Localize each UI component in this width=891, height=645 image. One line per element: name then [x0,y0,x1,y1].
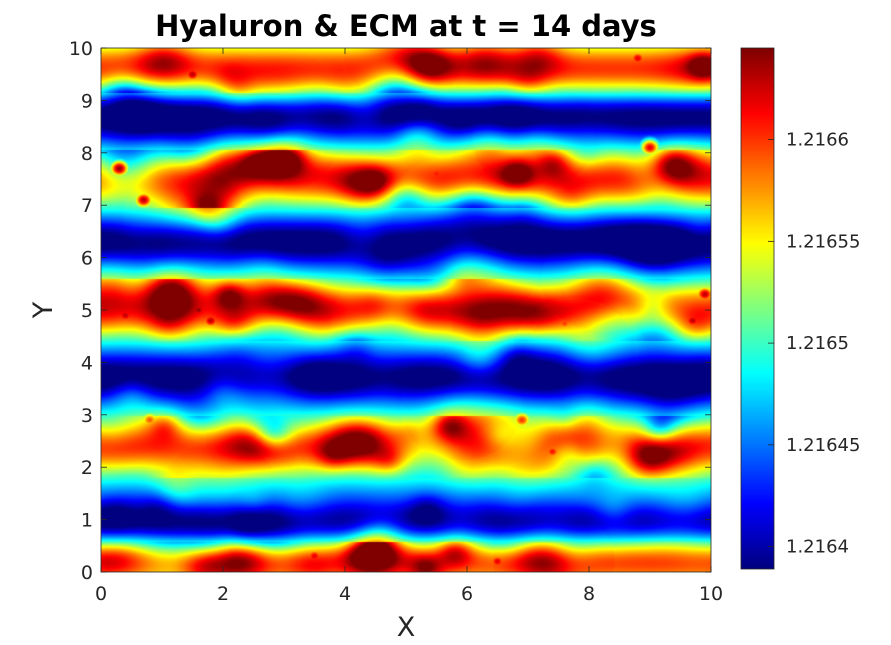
x-tick-label: 4 [339,583,351,605]
y-tick-label: 2 [81,457,93,479]
heatmap-image [101,48,711,572]
x-tick-label: 2 [217,583,229,605]
y-axis: 0 1 2 3 4 5 6 7 8 9 10 [69,38,711,584]
colorbar-tick-label: 1.21645 [786,435,860,456]
y-tick-label: 1 [81,510,93,532]
x-tick-label: 0 [95,583,107,605]
y-axis-label: Y [28,301,59,319]
y-tick-label: 9 [81,90,93,112]
colorbar-tick-label: 1.21655 [786,231,860,252]
y-tick-label: 10 [69,38,93,60]
y-tick-label: 6 [81,248,93,270]
plot-area [100,47,712,573]
y-tick-label: 7 [81,195,93,217]
x-axis: 0 2 4 6 8 10 [95,48,723,605]
x-tick-label: 10 [699,583,723,605]
x-tick-label: 6 [461,583,473,605]
colorbar-tick-label: 1.2165 [786,333,849,354]
colorbar: 1.2164 1.21645 1.2165 1.21655 1.2166 [740,47,860,570]
x-axis-label: X [397,612,416,643]
y-tick-label: 3 [81,405,93,427]
colorbar-tick-label: 1.2164 [786,537,849,558]
y-tick-label: 4 [81,352,93,374]
chart-title: Hyaluron & ECM at t = 14 days [155,9,657,43]
y-tick-label: 5 [81,300,93,322]
colorbar-gradient [741,48,774,569]
x-tick-label: 8 [583,583,595,605]
y-tick-label: 0 [81,562,93,584]
colorbar-tick-label: 1.2166 [786,130,849,151]
y-tick-label: 8 [81,143,93,165]
colorbar-ticks: 1.2164 1.21645 1.2165 1.21655 1.2166 [768,130,860,558]
colorbar-frame [740,47,775,570]
